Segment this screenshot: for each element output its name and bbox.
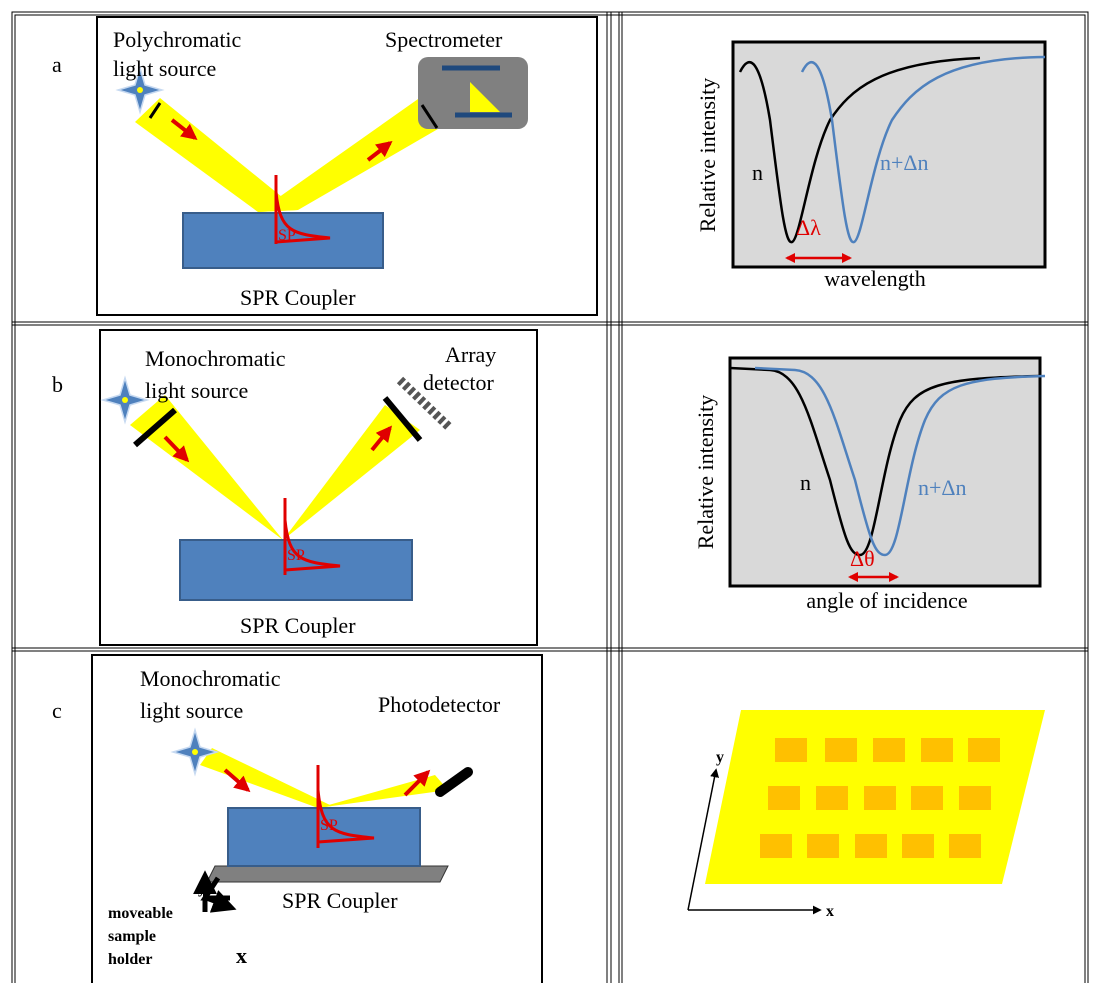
row-label: c bbox=[52, 698, 62, 723]
shape bbox=[921, 738, 953, 762]
row-label: b bbox=[52, 372, 63, 397]
detector-label: Spectrometer bbox=[385, 27, 503, 52]
coupler-label: SPR Coupler bbox=[240, 285, 356, 310]
shape bbox=[688, 770, 716, 910]
holder-label: holder bbox=[108, 951, 152, 968]
shape bbox=[816, 786, 848, 810]
shift-label: Δθ bbox=[850, 546, 875, 571]
shape bbox=[873, 738, 905, 762]
shape bbox=[760, 834, 792, 858]
coupler-label: SPR Coupler bbox=[240, 613, 356, 638]
axis-label: y bbox=[716, 749, 724, 766]
shape bbox=[130, 395, 283, 540]
shape bbox=[207, 866, 448, 882]
shape bbox=[440, 772, 468, 792]
sp-label: SP bbox=[320, 817, 338, 834]
sp-label: SP bbox=[287, 547, 305, 564]
holder-label: sample bbox=[108, 928, 156, 945]
curve-label: n+Δn bbox=[880, 150, 929, 175]
shape bbox=[283, 405, 420, 540]
shape bbox=[825, 738, 857, 762]
sp-label: SP bbox=[278, 227, 296, 244]
shape bbox=[902, 834, 934, 858]
axis-label: x bbox=[826, 903, 834, 920]
shape bbox=[775, 738, 807, 762]
graph-b bbox=[730, 358, 1045, 586]
figure: a Polychromatic light source Spectromete… bbox=[0, 0, 1093, 983]
y-axis-label: Relative intensity bbox=[695, 78, 720, 233]
shape bbox=[959, 786, 991, 810]
source-label: light source bbox=[140, 698, 243, 723]
x-axis-label: wavelength bbox=[824, 266, 925, 291]
detector-label: Array bbox=[445, 342, 496, 367]
source-label: Monochromatic bbox=[140, 666, 281, 691]
source-label: light source bbox=[145, 378, 248, 403]
source-label: Monochromatic bbox=[145, 346, 286, 371]
shape bbox=[855, 834, 887, 858]
shape bbox=[768, 786, 800, 810]
axis-label: y bbox=[198, 880, 206, 897]
curve-label: n bbox=[752, 160, 763, 185]
shift-label: Δλ bbox=[796, 215, 821, 240]
shape bbox=[807, 834, 839, 858]
x-axis-label: angle of incidence bbox=[806, 588, 967, 613]
shape bbox=[200, 748, 332, 808]
detector-label: Photodetector bbox=[378, 692, 501, 717]
detector-label: detector bbox=[423, 370, 495, 395]
curve-label: n+Δn bbox=[918, 475, 967, 500]
shape bbox=[949, 834, 981, 858]
shape bbox=[864, 786, 896, 810]
coupler-label: SPR Coupler bbox=[282, 888, 398, 913]
source-label: Polychromatic bbox=[113, 27, 242, 52]
shape bbox=[968, 738, 1000, 762]
row-label: a bbox=[52, 52, 62, 77]
shape bbox=[103, 378, 147, 422]
shape bbox=[135, 98, 298, 212]
y-axis-label: Relative intensity bbox=[693, 395, 718, 550]
shape bbox=[911, 786, 943, 810]
source-label: light source bbox=[113, 56, 216, 81]
curve-label: n bbox=[800, 470, 811, 495]
holder-label: moveable bbox=[108, 905, 173, 922]
sensor-array bbox=[688, 710, 1045, 910]
shape bbox=[318, 775, 448, 808]
axis-label: x bbox=[236, 943, 247, 968]
